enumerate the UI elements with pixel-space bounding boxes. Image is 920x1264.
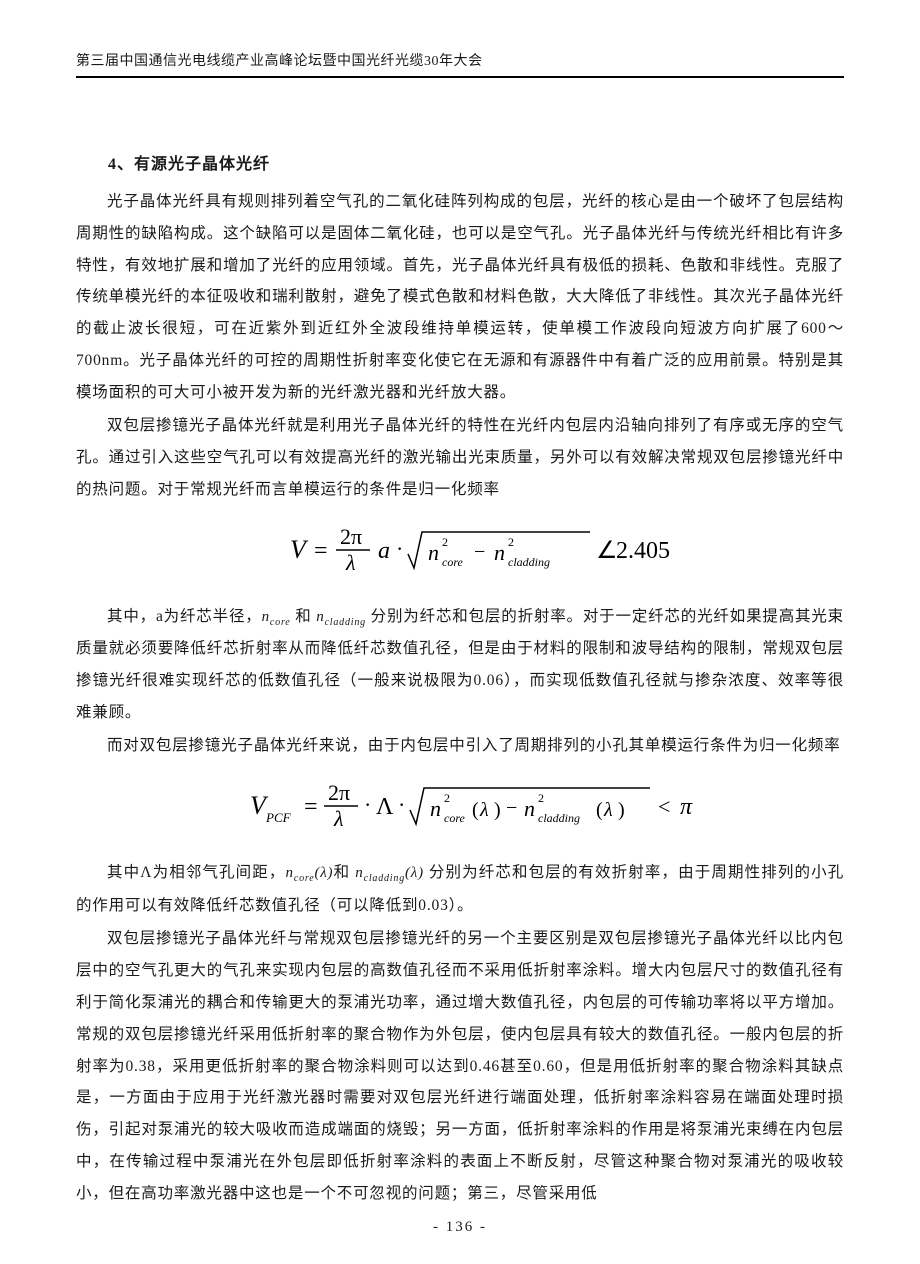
section-heading: 4、有源光子晶体光纤 (76, 150, 844, 174)
running-header: 第三届中国通信光电线缆产业高峰论坛暨中国光纤光缆30年大会 (76, 50, 844, 78)
math-n-cladding-lambda: ncladding(λ) (355, 865, 424, 881)
svg-text:2.405: 2.405 (616, 538, 670, 564)
svg-text:n: n (430, 796, 441, 821)
svg-text:Λ: Λ (376, 794, 394, 820)
text-run: 其中，a为纤芯半径， (107, 608, 262, 625)
svg-text:−: − (506, 797, 517, 819)
svg-text:2: 2 (444, 791, 450, 805)
svg-text:(: ( (472, 799, 479, 821)
svg-text:λ: λ (479, 799, 489, 821)
svg-text:2: 2 (508, 535, 514, 549)
text-run: 和 (291, 608, 317, 625)
paragraph: 其中，a为纤芯半径，ncore 和 ncladding 分别为纤芯和包层的折射率… (76, 601, 844, 729)
svg-text:·: · (398, 792, 405, 817)
svg-text:2: 2 (442, 535, 448, 549)
svg-text:n: n (524, 796, 535, 821)
paragraph: 光子晶体光纤具有规则排列着空气孔的二氧化硅阵列构成的包层，光纤的核心是由一个破坏… (76, 186, 844, 408)
svg-text:π: π (680, 794, 693, 820)
math-n-core-lambda: ncore(λ) (286, 865, 334, 881)
formula-v-normalized: V = 2π λ a · n 2 core − n 2 cladding ∠ 2… (76, 520, 844, 583)
svg-text:2π: 2π (340, 524, 362, 549)
svg-text:core: core (444, 811, 466, 825)
math-n-core: ncore (262, 609, 291, 625)
svg-text:2: 2 (538, 791, 544, 805)
svg-text:(: ( (596, 799, 603, 821)
svg-text:): ) (494, 799, 501, 821)
text-run: 其中Λ为相邻气孔间距， (107, 864, 286, 881)
paragraph: 双包层掺镱光子晶体光纤就是利用光子晶体光纤的特性在光纤内包层内沿轴向排列了有序或… (76, 410, 844, 505)
svg-text:λ: λ (333, 806, 344, 831)
svg-text:n: n (428, 540, 439, 565)
paragraph: 双包层掺镱光子晶体光纤与常规双包层掺镱光纤的另一个主要区别是双包层掺镱光子晶体光… (76, 923, 844, 1209)
page-number: - 136 - (0, 1219, 920, 1236)
text-run: 和 (333, 864, 355, 881)
svg-text:core: core (442, 555, 464, 569)
svg-text:=: = (304, 794, 318, 820)
paragraph: 而对双包层掺镱光子晶体光纤来说，由于内包层中引入了周期排列的小孔其单模运行条件为… (76, 730, 844, 762)
svg-text:PCF: PCF (265, 810, 292, 825)
svg-text:cladding: cladding (508, 555, 550, 569)
svg-text:λ: λ (603, 799, 613, 821)
svg-text:<: < (658, 794, 670, 819)
svg-text:V: V (290, 535, 309, 564)
svg-text:cladding: cladding (538, 811, 580, 825)
paragraph: 其中Λ为相邻气孔间距，ncore(λ)和 ncladding(λ) 分别为纤芯和… (76, 857, 844, 921)
svg-text:−: − (474, 541, 485, 563)
svg-text:2π: 2π (328, 780, 350, 805)
formula-v-pcf: V PCF = 2π λ · Λ · n 2 core ( λ ) − n 2 … (76, 776, 844, 839)
svg-text:λ: λ (345, 550, 356, 575)
svg-text:·: · (396, 536, 403, 561)
svg-text:=: = (314, 538, 328, 564)
svg-text:∠: ∠ (596, 538, 618, 564)
svg-text:·: · (364, 792, 371, 817)
svg-text:a: a (378, 538, 390, 564)
svg-text:): ) (618, 799, 625, 821)
math-n-cladding: ncladding (316, 609, 366, 625)
svg-text:n: n (494, 540, 505, 565)
